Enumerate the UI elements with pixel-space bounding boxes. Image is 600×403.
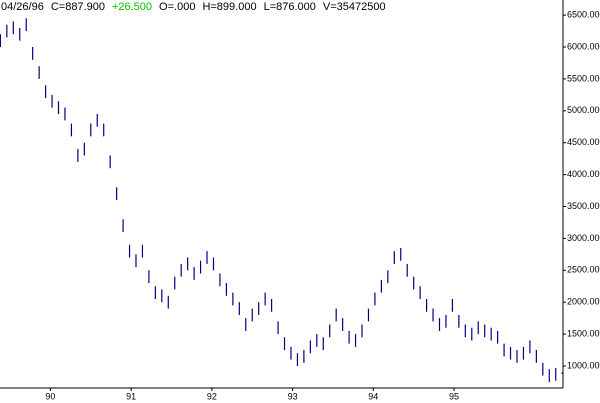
open: O=.000 — [159, 1, 196, 13]
close: C=887.900 — [50, 1, 105, 13]
y-tick-label: 3000.000 — [567, 233, 600, 243]
y-tick-label: 4000.000 — [567, 169, 600, 179]
high: H=899.000 — [202, 1, 257, 13]
x-tick-label: 90 — [45, 391, 55, 401]
y-tick-label: 1500.000 — [567, 328, 600, 338]
x-tick-label: 94 — [368, 391, 378, 401]
y-tick-label: 4500.000 — [567, 137, 600, 147]
x-tick-label: 95 — [449, 391, 459, 401]
x-tick-label: 93 — [288, 391, 298, 401]
y-tick-label: 6500.000 — [567, 9, 600, 19]
volume: V=35472500 — [322, 1, 386, 13]
y-tick-label: 3500.000 — [567, 201, 600, 211]
y-tick-label: 2000.000 — [567, 297, 600, 307]
y-tick-label: 2500.000 — [567, 265, 600, 275]
low: L=876.000 — [263, 1, 316, 13]
change: +26.500 — [111, 1, 153, 13]
x-tick-label: 91 — [126, 391, 136, 401]
date: 04/26/96 — [1, 1, 44, 13]
y-tick-label: 5000.000 — [567, 105, 600, 115]
y-tick-label: 1000.000 — [567, 360, 600, 370]
y-tick-label: 5500.000 — [567, 73, 600, 83]
header: 04/26/96 C=887.900 +26.500 O=.000 H=899.… — [1, 1, 386, 13]
x-tick-label: 92 — [207, 391, 217, 401]
y-tick-label: 6000.000 — [567, 41, 600, 51]
